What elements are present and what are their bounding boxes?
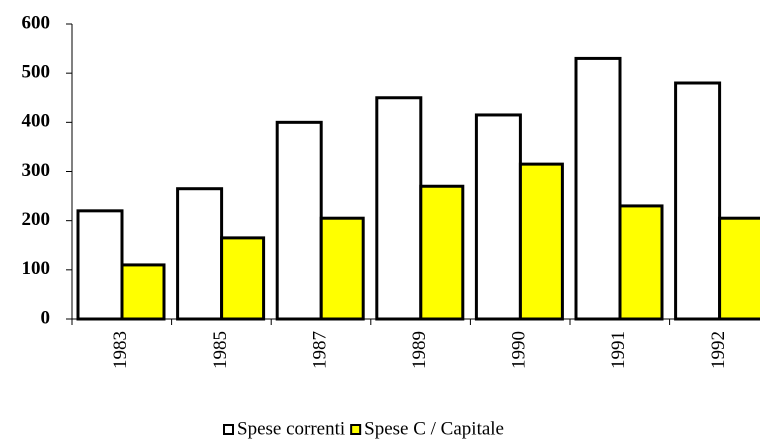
bar [419,184,465,321]
x-tick-label: 1991 [608,331,629,369]
y-tick-label: 500 [22,62,51,83]
x-tick-label: 1990 [509,331,530,369]
legend-label: Spese correnti [237,418,345,439]
bar [718,216,760,321]
x-tick-label: 1985 [210,331,231,369]
bar [220,236,266,321]
bar [375,96,423,321]
bar [120,263,166,321]
x-tick-label: 1989 [409,331,430,369]
legend-swatch [223,424,234,435]
bar [275,120,323,321]
bar [319,216,365,321]
legend: Spese correnti Spese C / Capitale [223,418,504,439]
x-tick-label: 1983 [110,331,131,369]
y-tick-label: 100 [22,258,51,279]
bar [618,204,664,321]
bar [674,81,722,321]
y-tick-label: 0 [41,307,51,328]
bar [518,162,564,321]
y-tick-label: 200 [22,209,51,230]
y-tick-label: 300 [22,160,51,181]
bar [176,187,224,321]
x-tick-label: 1987 [309,331,330,369]
bar [574,56,622,321]
y-tick-label: 400 [22,111,51,132]
legend-swatch [350,424,362,435]
bar [76,209,124,321]
bar [474,113,522,321]
legend-label: Spese C / Capitale [364,418,504,439]
x-tick-label: 1992 [708,331,729,369]
y-tick-label: 600 [22,12,51,33]
